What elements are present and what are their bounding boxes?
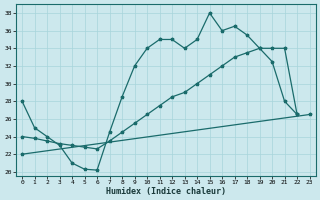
X-axis label: Humidex (Indice chaleur): Humidex (Indice chaleur) bbox=[106, 187, 226, 196]
